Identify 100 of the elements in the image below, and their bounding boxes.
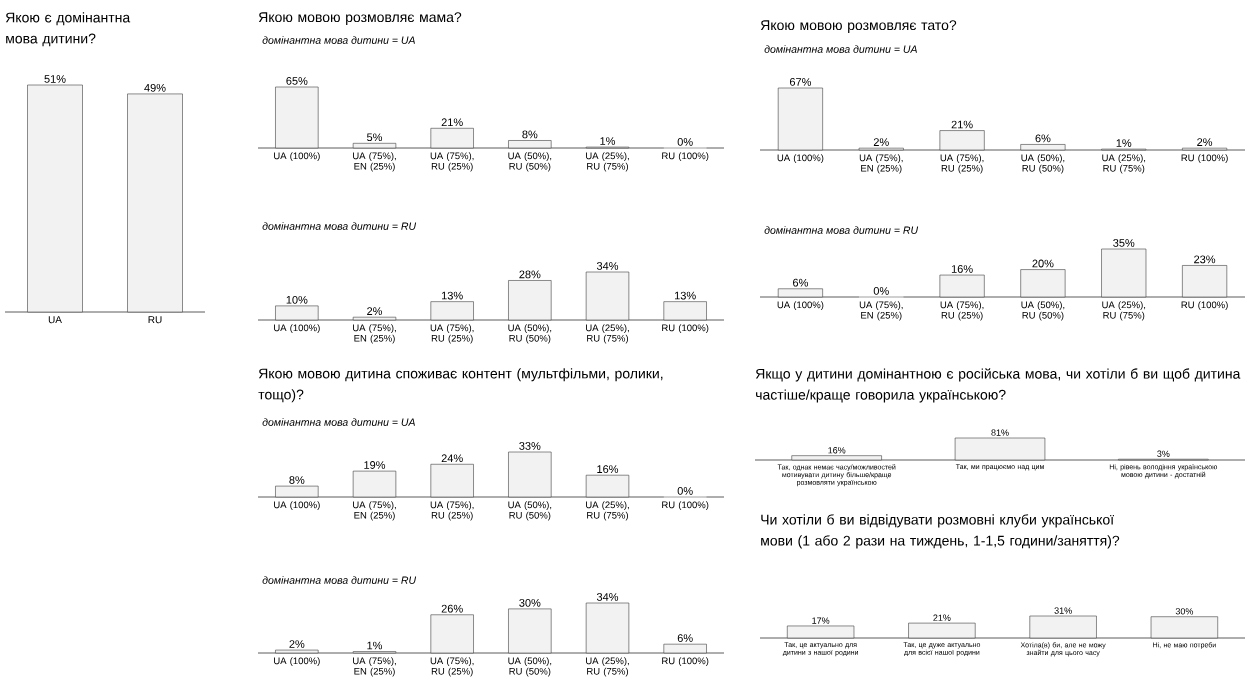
chart-title: Якою мовою дитина споживає контент (мультфільми, ролики, тощо)? — [258, 368, 663, 403]
bar — [275, 649, 319, 654]
x-tick-label: UA (75%), EN (25%) — [353, 501, 396, 521]
chart-subtitle: домінантна мова дитини = RU — [764, 226, 919, 234]
data-label: 49% — [144, 83, 166, 92]
bar — [1101, 248, 1147, 298]
bar — [1029, 615, 1097, 639]
bar — [508, 451, 552, 498]
data-label: 13% — [441, 291, 463, 300]
data-label: 6% — [793, 278, 808, 287]
bar — [908, 622, 976, 639]
bar — [585, 602, 630, 654]
data-label: 8% — [522, 130, 538, 139]
bar — [430, 614, 474, 654]
data-label: 13% — [674, 291, 696, 300]
bar — [663, 643, 707, 654]
x-tick-label: UA (50%), RU (50%) — [508, 657, 552, 677]
data-label: 2% — [1197, 138, 1213, 146]
data-label: 20% — [1032, 259, 1054, 268]
bar — [585, 271, 630, 321]
data-label: 17% — [812, 617, 830, 624]
data-label: 51% — [44, 75, 66, 83]
bar — [939, 130, 985, 151]
data-label: 0% — [677, 138, 693, 146]
x-tick-label: UA (25%), RU (75%) — [1102, 301, 1146, 321]
bar — [1182, 265, 1228, 298]
x-tick-label: UA (25%), RU (75%) — [1102, 154, 1146, 174]
bar — [1020, 269, 1066, 298]
x-tick-label: UA (100%) — [777, 154, 824, 164]
chart-subtitle: домінантна мова дитини = RU — [262, 222, 417, 230]
data-label: 6% — [677, 634, 693, 642]
x-tick-label: UA (75%), RU (25%) — [430, 152, 474, 172]
chart-subtitle: домінантна мова дитини = UA — [764, 45, 917, 53]
chart-title: Якщо у дитини домінантною є російська мова, чи хотіли б ви щоб дитина частіше/краще говорила українською? — [755, 368, 1241, 403]
data-label: 21% — [933, 614, 951, 621]
x-tick-label: RU (100%) — [1181, 301, 1228, 311]
x-tick-label: UA (75%), EN (25%) — [353, 152, 396, 172]
x-tick-label: UA (75%), EN (25%) — [353, 324, 396, 344]
data-label: 0% — [873, 287, 889, 295]
chart-title: Якою мовою розмовляє мама? — [258, 12, 462, 25]
data-label: 34% — [596, 262, 619, 270]
x-tick-label: UA (25%), RU (75%) — [586, 324, 629, 344]
bar — [352, 143, 397, 149]
x-tick-label: UA (75%), EN (25%) — [353, 657, 396, 677]
data-label: 16% — [828, 447, 846, 454]
x-tick-label: RU (100%) — [662, 501, 709, 511]
data-label: 10% — [286, 295, 308, 304]
x-tick-label: UA (100%) — [274, 657, 320, 667]
data-label: 21% — [951, 120, 973, 129]
data-label: 0% — [677, 487, 693, 495]
bar — [777, 87, 823, 151]
data-label: 2% — [367, 307, 383, 315]
bar — [275, 305, 319, 321]
data-label: 34% — [596, 593, 619, 601]
x-tick-label: RU (100%) — [662, 152, 709, 162]
bar — [1020, 144, 1066, 151]
data-label: 2% — [289, 640, 305, 648]
chart-title: Чи хотіли б ви відвідувати розмовні клуби української мови (1 або 2 рази на тиждень, 1-1,5 години/заняття)? — [761, 514, 1120, 549]
data-label: 30% — [1175, 608, 1194, 615]
x-tick-label: UA (50%), RU (50%) — [508, 152, 552, 172]
x-tick-label: UA (50%), RU (50%) — [508, 324, 552, 344]
bar — [352, 470, 397, 498]
bar — [430, 301, 474, 321]
bar — [508, 140, 552, 149]
bar — [508, 608, 552, 654]
x-tick-label: UA (75%), RU (25%) — [430, 324, 474, 344]
data-label: 1% — [367, 641, 383, 650]
x-tick-label: UA (75%), EN (25%) — [859, 301, 903, 321]
x-tick-label: UA (100%) — [274, 324, 320, 334]
data-label: 31% — [1054, 607, 1072, 614]
data-label: 81% — [991, 429, 1009, 436]
x-tick-label: RU (100%) — [1181, 154, 1228, 164]
data-label: 1% — [600, 137, 616, 145]
bar — [430, 463, 474, 498]
x-tick-label: UA — [48, 316, 62, 324]
x-tick-label: UA (50%), RU (50%) — [508, 501, 552, 521]
bar — [352, 316, 397, 321]
data-label: 24% — [441, 454, 463, 463]
x-tick-label: UA (50%), RU (50%) — [1021, 301, 1065, 321]
x-tick-label: UA (50%), RU (50%) — [1021, 154, 1065, 174]
x-tick-label: UA (25%), RU (75%) — [586, 152, 629, 172]
data-label: 35% — [1113, 239, 1135, 247]
bar — [777, 288, 823, 298]
chart-subtitle: домінантна мова дитини = UA — [262, 36, 415, 44]
data-label: 67% — [789, 78, 812, 86]
data-label: 26% — [441, 604, 463, 613]
x-tick-label: UA (75%), EN (25%) — [859, 154, 903, 174]
x-tick-label: UA (100%) — [274, 501, 320, 511]
x-tick-label: UA (25%), RU (75%) — [586, 657, 629, 677]
data-label: 65% — [286, 77, 308, 85]
x-tick-label: RU (100%) — [662, 324, 709, 334]
data-label: 3% — [1157, 450, 1170, 457]
x-tick-label: UA (75%), RU (25%) — [430, 657, 474, 677]
bar — [275, 86, 319, 149]
bar — [1150, 616, 1219, 639]
data-label: 33% — [519, 442, 541, 450]
chart-subtitle: домінантна мова дитини = UA — [262, 418, 415, 426]
data-label: 6% — [1035, 134, 1051, 143]
data-label: 16% — [951, 265, 973, 273]
x-tick-label: UA (100%) — [274, 152, 320, 162]
